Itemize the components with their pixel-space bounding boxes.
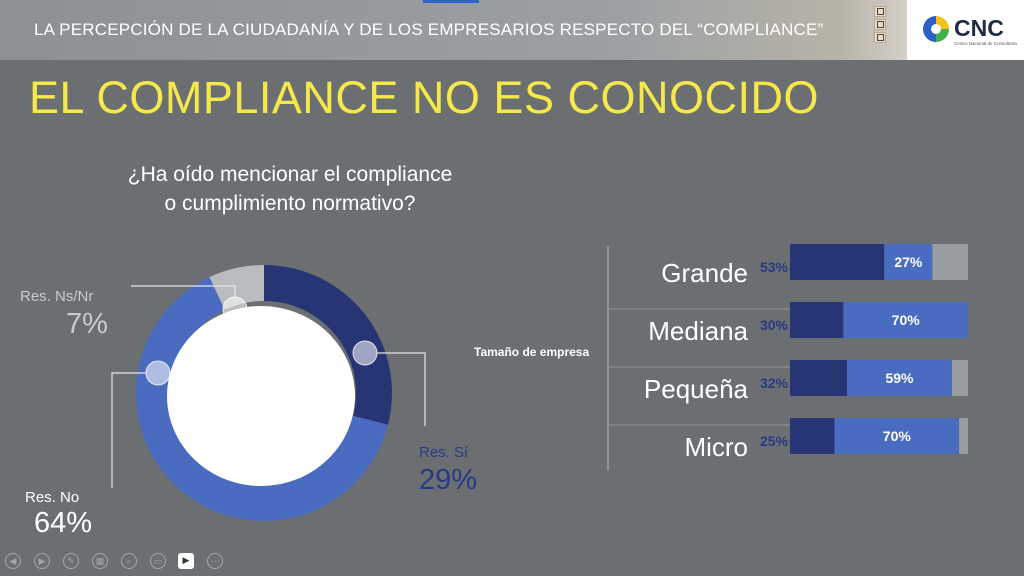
donut-center bbox=[167, 306, 355, 486]
bar-segment bbox=[790, 418, 835, 454]
label-no: Res. No bbox=[25, 489, 80, 506]
category-label: Micro bbox=[684, 432, 748, 462]
next-icon[interactable]: ▶ bbox=[34, 553, 50, 569]
bar-segment bbox=[959, 418, 968, 454]
label-ns-nr: Res. Ns/Nr bbox=[20, 288, 94, 305]
camera-icon[interactable]: ▶ bbox=[178, 553, 194, 569]
question-line-2: o cumplimiento normativo? bbox=[164, 192, 416, 215]
bar-segment bbox=[951, 360, 968, 396]
category-label: Pequeña bbox=[644, 374, 749, 404]
more-icon[interactable]: ⋯ bbox=[207, 553, 223, 569]
slides-icon[interactable]: ▦ bbox=[92, 553, 108, 569]
slice-ns-nr bbox=[209, 265, 264, 310]
header-title: LA PERCEPCIÓN DE LA CIUDADANÍA Y DE LOS … bbox=[34, 20, 824, 39]
logo-subtitle: Centro Nacional de Consultoría bbox=[954, 41, 1017, 46]
bar-value-label: 59% bbox=[885, 370, 914, 386]
bar-value-label: 27% bbox=[894, 254, 923, 270]
value-si: 29% bbox=[419, 464, 478, 496]
slide-title: EL COMPLIANCE NO ES CONOCIDO bbox=[29, 72, 819, 123]
bar-segment bbox=[790, 302, 844, 338]
category-label: Mediana bbox=[648, 316, 748, 346]
bar-value-label: 70% bbox=[892, 312, 921, 328]
top-accent-line bbox=[423, 0, 479, 3]
slice-si bbox=[264, 265, 392, 425]
bar-segment bbox=[790, 244, 885, 280]
label-si: Res. Sí bbox=[419, 444, 469, 461]
value-no: 64% bbox=[34, 507, 93, 539]
survey-question: ¿Ha oído mencionar el compliance o cumpl… bbox=[120, 160, 460, 218]
donut-chart bbox=[111, 265, 426, 521]
bar-segment bbox=[834, 418, 960, 454]
bar-segment bbox=[843, 302, 968, 338]
bar-value-label: 32% bbox=[760, 375, 789, 391]
checkbox-blocks-image bbox=[868, 4, 892, 52]
zoom-icon[interactable]: ⌕ bbox=[121, 553, 137, 569]
category-label: Grande bbox=[661, 258, 748, 288]
logo-text: CNC bbox=[954, 15, 1004, 41]
leader-line bbox=[131, 285, 236, 297]
prev-icon[interactable]: ◀ bbox=[5, 553, 21, 569]
subtitles-icon[interactable]: ▭ bbox=[150, 553, 166, 569]
bar-value-label: 25% bbox=[760, 433, 789, 449]
leader-line bbox=[377, 352, 426, 426]
bar-segment bbox=[884, 244, 933, 280]
cnc-logo-icon bbox=[923, 16, 949, 42]
axis-label-company-size: Tamaño de empresa bbox=[474, 345, 590, 359]
leader-line bbox=[111, 372, 146, 488]
question-line-1: ¿Ha oído mencionar el compliance bbox=[127, 163, 453, 186]
bar-segment bbox=[932, 244, 968, 280]
bar-segment bbox=[790, 360, 847, 396]
bar-value-label: 70% bbox=[883, 428, 912, 444]
value-ns-nr: 7% bbox=[66, 308, 108, 340]
bar-value-label: 53% bbox=[760, 259, 789, 275]
bar-segment bbox=[846, 360, 952, 396]
bar-value-label: 30% bbox=[760, 317, 789, 333]
cnc-logo: CNC Centro Nacional de Consultoría bbox=[907, 0, 1024, 60]
pen-icon[interactable]: ✎ bbox=[63, 553, 79, 569]
header-bar: LA PERCEPCIÓN DE LA CIUDADANÍA Y DE LOS … bbox=[0, 0, 1024, 60]
